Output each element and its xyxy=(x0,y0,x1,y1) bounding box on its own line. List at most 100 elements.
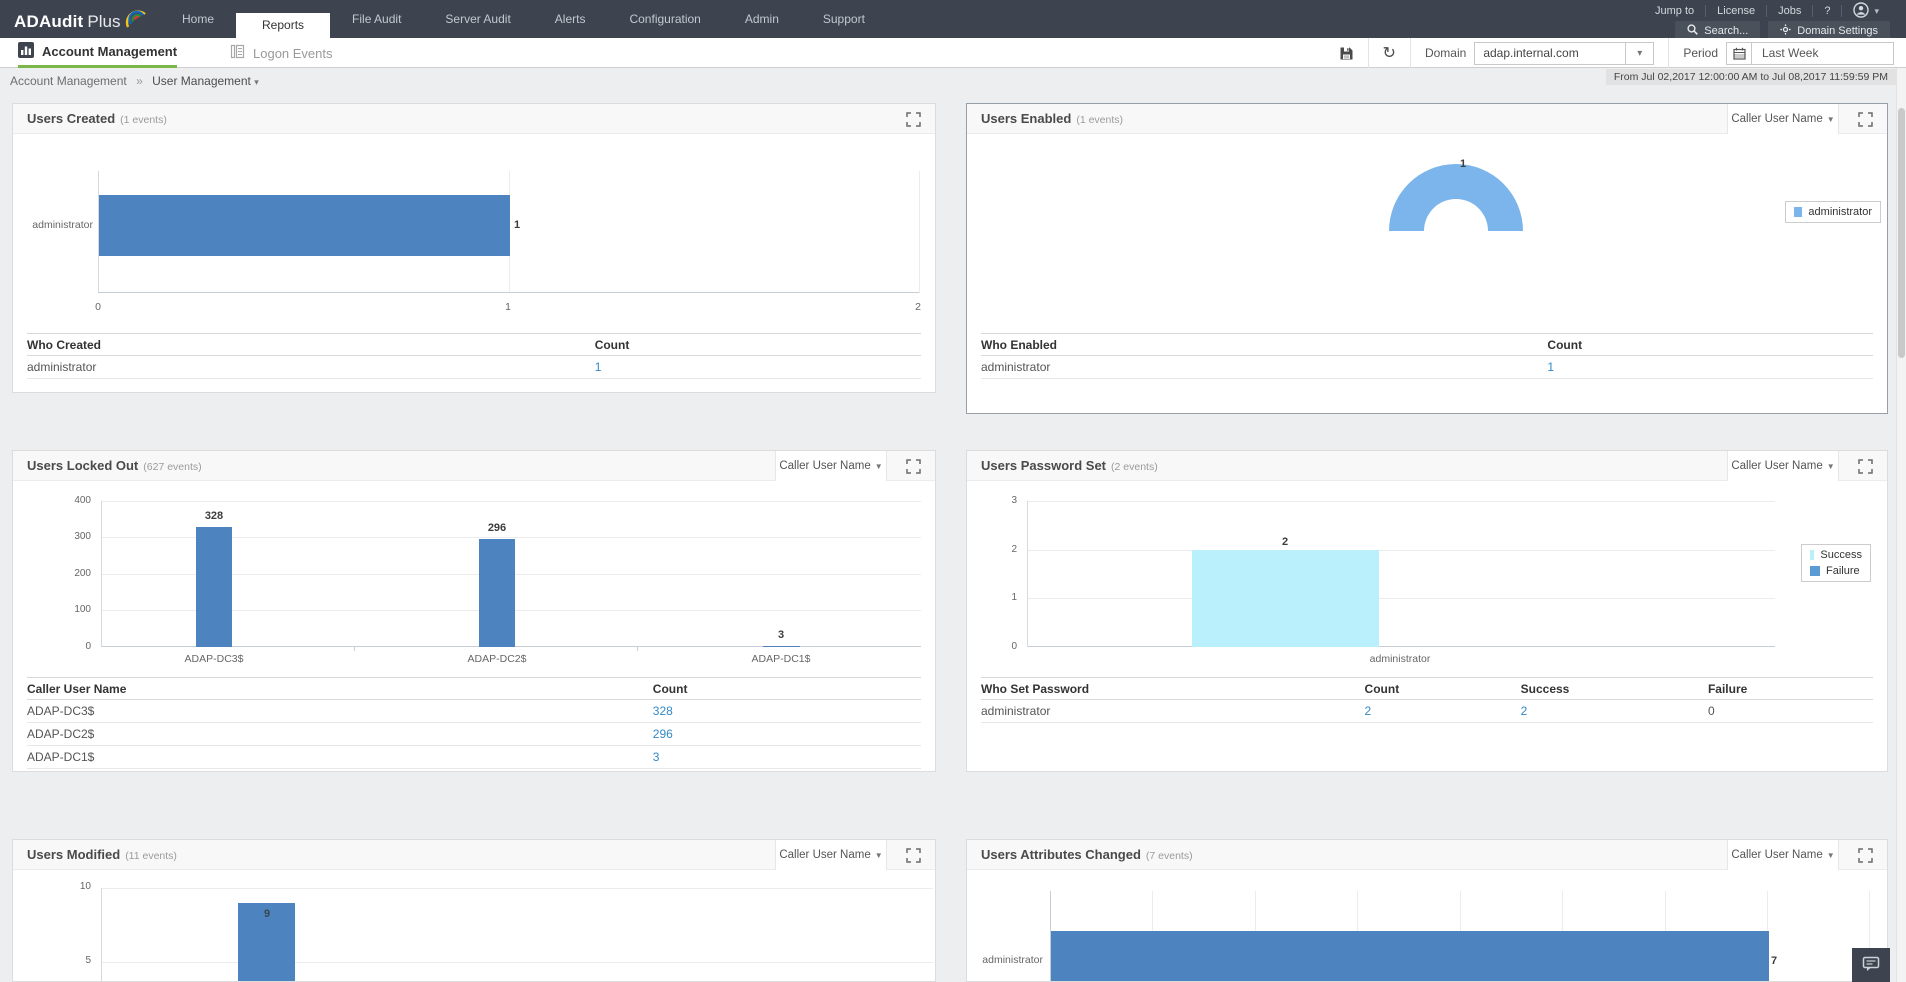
table-header-row: Caller User Name Count xyxy=(27,677,921,700)
scrollbar-thumb[interactable] xyxy=(1898,108,1905,358)
chevron-down-icon: ▼ xyxy=(1826,462,1835,471)
tab-logon-events[interactable]: Logon Events xyxy=(230,38,333,68)
locked-out-bar-dc2[interactable] xyxy=(479,538,515,647)
tab-account-management[interactable]: Account Management xyxy=(18,38,178,68)
quick-buttons: Search... Domain Settings xyxy=(1644,21,1890,41)
nav-home[interactable]: Home xyxy=(182,12,215,26)
divider xyxy=(1367,38,1369,68)
jobs-link[interactable]: Jobs xyxy=(1767,5,1814,17)
divider xyxy=(1409,38,1411,68)
users-modified-bar[interactable] xyxy=(238,902,295,981)
panel-users-password-set: Users Password Set (2 events) Caller User… xyxy=(966,450,1888,772)
password-set-success-bar[interactable] xyxy=(1192,549,1379,647)
domain-select-chevron[interactable]: ▾ xyxy=(1626,41,1655,65)
nav-file-audit[interactable]: File Audit xyxy=(352,12,402,26)
table-header-row: Who Set Password Count Success Failure xyxy=(981,677,1873,700)
feedback-button[interactable] xyxy=(1852,948,1890,982)
expand-icon[interactable] xyxy=(906,459,921,479)
panel-users-locked-out: Users Locked Out (627 events) Caller User… xyxy=(12,450,936,772)
nav-alerts[interactable]: Alerts xyxy=(554,12,586,26)
caller-user-name-dropdown[interactable]: Caller User Name ▼ xyxy=(775,451,887,481)
panel-header: Users Password Set (2 events) Caller User… xyxy=(967,451,1887,481)
breadcrumb-user-management[interactable]: User Management xyxy=(152,74,251,88)
search-icon xyxy=(1687,24,1699,38)
help-link[interactable]: ? xyxy=(1813,5,1843,17)
expand-icon[interactable] xyxy=(1858,459,1873,479)
locked-out-bar-dc1[interactable] xyxy=(763,645,800,647)
expand-icon[interactable] xyxy=(1858,848,1873,868)
users-created-table: Who Created Count administrator 1 xyxy=(27,333,921,379)
count-link[interactable]: 1 xyxy=(1547,360,1555,374)
jump-to-link[interactable]: Jump to xyxy=(1644,5,1707,17)
caller-user-name-dropdown[interactable]: Caller User Name ▼ xyxy=(1727,104,1839,134)
gear-icon xyxy=(1780,24,1791,38)
app-logo[interactable]: ADAudit Plus xyxy=(14,7,148,36)
panel-header: Users Enabled (1 events) Caller User Name… xyxy=(967,104,1887,134)
count-link[interactable]: 3 xyxy=(652,750,660,764)
refresh-icon[interactable]: ↻ xyxy=(1382,45,1396,62)
users-attributes-changed-bar[interactable] xyxy=(1051,931,1769,981)
users-created-bar[interactable] xyxy=(99,195,510,256)
logo-text-secondary: Plus xyxy=(87,11,121,31)
nav-admin[interactable]: Admin xyxy=(744,12,779,26)
legend-swatch xyxy=(1794,207,1803,217)
domain-select[interactable]: adap.internal.com xyxy=(1474,41,1627,65)
license-link[interactable]: License xyxy=(1706,5,1768,17)
success-link[interactable]: 2 xyxy=(1520,704,1528,718)
breadcrumb-account-management[interactable]: Account Management xyxy=(10,74,127,88)
expand-icon[interactable] xyxy=(906,848,921,868)
toolbar-controls: ↻ Domain adap.internal.com ▾ Period xyxy=(1339,38,1894,68)
main-nav: Home Reports File Audit Server Audit Ale… xyxy=(160,0,887,38)
users-created-plot: 1 0 1 2 xyxy=(95,171,921,313)
nav-reports[interactable]: Reports xyxy=(236,13,331,38)
panel-header: Users Created (1 events) xyxy=(13,104,935,134)
chevron-down-icon: ▼ xyxy=(1826,851,1835,860)
users-enabled-donut[interactable] xyxy=(1389,164,1523,237)
breadcrumb: Account Management » User Management ▾ xyxy=(10,74,259,88)
y-category-label: administrator xyxy=(982,954,1043,966)
locked-out-bar-dc3[interactable] xyxy=(196,527,232,647)
legend-item[interactable]: administrator xyxy=(1794,206,1872,218)
period-label: Period xyxy=(1683,46,1718,60)
expand-icon[interactable] xyxy=(1858,112,1873,132)
chevron-down-icon: ▼ xyxy=(874,462,883,471)
panel-users-enabled: Users Enabled (1 events) Caller User Name… xyxy=(966,103,1888,414)
table-row: administrator 1 xyxy=(981,356,1873,379)
users-enabled-table: Who Enabled Count administrator 1 xyxy=(981,333,1873,379)
table-header-row: Who Enabled Count xyxy=(981,333,1873,356)
chevron-down-icon[interactable]: ▾ xyxy=(254,77,259,87)
nav-server-audit[interactable]: Server Audit xyxy=(445,12,511,26)
users-password-set-plot: 2 administrator xyxy=(1027,501,1775,665)
report-toolbar: Account Management Logon Events ↻ Domain… xyxy=(0,38,1906,68)
period-input[interactable] xyxy=(1752,41,1894,65)
caller-user-name-dropdown[interactable]: Caller User Name ▼ xyxy=(1727,451,1839,481)
domain-settings-button[interactable]: Domain Settings xyxy=(1768,21,1890,41)
count-link[interactable]: 328 xyxy=(652,704,673,718)
legend-swatch xyxy=(1810,566,1820,576)
legend-item-success[interactable]: Success xyxy=(1810,549,1862,561)
legend-item-failure[interactable]: Failure xyxy=(1810,565,1862,577)
users-locked-out-plot: 328 296 3 ADAP-DC3$ ADAP-DC2$ ADAP-DC1$ xyxy=(101,501,921,665)
nav-support[interactable]: Support xyxy=(822,12,865,26)
calendar-icon[interactable] xyxy=(1726,41,1752,65)
panel-title: Users Modified (11 events) xyxy=(27,847,177,862)
bar-chart-icon xyxy=(18,42,34,61)
count-link[interactable]: 296 xyxy=(652,727,673,741)
vertical-scrollbar xyxy=(1896,68,1906,982)
search-button[interactable]: Search... xyxy=(1675,21,1761,41)
expand-icon[interactable] xyxy=(906,112,921,132)
count-link[interactable]: 1 xyxy=(594,360,602,374)
nav-configuration[interactable]: Configuration xyxy=(629,12,701,26)
panel-title: Users Password Set (2 events) xyxy=(981,458,1158,473)
export-button[interactable] xyxy=(1339,46,1354,61)
user-menu[interactable]: ▾ xyxy=(1842,1,1890,21)
top-navigation-bar: ADAudit Plus Home Reports File Audit Ser… xyxy=(0,0,1906,41)
caller-user-name-dropdown[interactable]: Caller User Name ▼ xyxy=(1727,840,1839,870)
caller-user-name-dropdown[interactable]: Caller User Name ▼ xyxy=(775,840,887,870)
count-link[interactable]: 2 xyxy=(1364,704,1372,718)
panel-title: Users Attributes Changed (7 events) xyxy=(981,847,1193,862)
panel-title: Users Locked Out (627 events) xyxy=(27,458,202,473)
donut-value-label: 1 xyxy=(1459,158,1467,170)
panel-users-modified: Users Modified (11 events) Caller User Na… xyxy=(12,839,936,982)
